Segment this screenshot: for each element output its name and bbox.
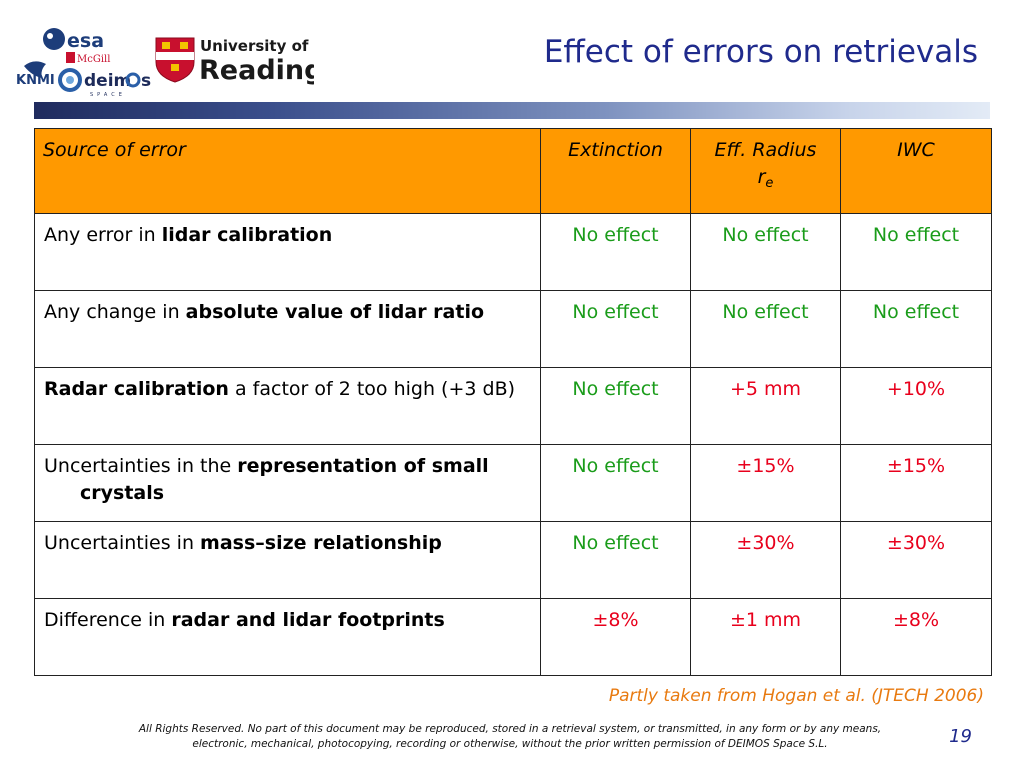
iwc-value: +10% bbox=[840, 367, 992, 445]
knmi-text: KNMI bbox=[16, 73, 55, 88]
extinction-value: No effect bbox=[540, 367, 691, 445]
table-row: Uncertainties in the representation of s… bbox=[34, 444, 992, 522]
extinction-value: No effect bbox=[540, 290, 691, 368]
iwc-value: ±30% bbox=[840, 521, 992, 599]
esa-text: esa bbox=[67, 30, 104, 52]
error-source-text: Uncertainties in the bbox=[44, 455, 238, 477]
extinction-value: No effect bbox=[540, 213, 691, 291]
iwc-value: ±8% bbox=[840, 598, 992, 676]
header-iwc: IWC bbox=[840, 128, 992, 214]
header-radius: Eff. Radius re bbox=[690, 128, 841, 214]
deimos-text: deim bbox=[84, 71, 131, 91]
header-radius-label: Eff. Radius bbox=[714, 139, 817, 161]
title-divider-bar bbox=[34, 102, 990, 119]
error-source-emphasis: lidar calibration bbox=[161, 224, 333, 246]
radius-value: ±1 mm bbox=[690, 598, 841, 676]
header-radius-symbol: r bbox=[757, 166, 766, 188]
esa-logo: esa bbox=[43, 28, 104, 52]
extinction-value: No effect bbox=[540, 521, 691, 599]
errors-table: Source of error Extinction Eff. Radius r… bbox=[34, 128, 992, 676]
mcgill-text: McGill bbox=[77, 54, 110, 65]
error-source-text: Any error in bbox=[44, 224, 162, 246]
page-number: 19 bbox=[949, 726, 972, 747]
header-source: Source of error bbox=[34, 128, 541, 214]
knmi-logo: KNMI bbox=[16, 61, 55, 88]
table-row: Any error in lidar calibration No effect N… bbox=[34, 213, 992, 291]
extinction-value: No effect bbox=[540, 444, 691, 522]
source-credit: Partly taken from Hogan et al. (JTECH 20… bbox=[608, 686, 984, 706]
deimos-sub-text: SPACE bbox=[90, 92, 126, 98]
error-source-cell: Radar calibration a factor of 2 too high… bbox=[34, 367, 541, 445]
iwc-value: ±15% bbox=[840, 444, 992, 522]
error-source-cell: Any error in lidar calibration bbox=[34, 213, 541, 291]
error-source-emphasis: representation of small crystals bbox=[80, 455, 489, 504]
error-source-emphasis: mass–size relationship bbox=[200, 532, 442, 554]
reading-line2: Reading bbox=[199, 55, 314, 86]
copyright-footer: All Rights Reserved. No part of this doc… bbox=[138, 723, 882, 750]
error-source-emphasis: Radar calibration bbox=[44, 378, 229, 400]
radius-value: ±30% bbox=[690, 521, 841, 599]
error-source-cell: Uncertainties in mass–size relationship bbox=[34, 521, 541, 599]
logos-graphic: esa McGill KNMI deim s SPACE Unive bbox=[16, 28, 323, 98]
slide-title: Effect of errors on retrievals bbox=[543, 34, 978, 70]
error-source-emphasis: radar and lidar footprints bbox=[171, 609, 445, 631]
error-source-text: Difference in bbox=[44, 609, 172, 631]
table-row: Any change in absolute value of lidar ra… bbox=[34, 290, 992, 368]
table-header-row: Source of error Extinction Eff. Radius r… bbox=[34, 128, 992, 214]
table-row: Radar calibration a factor of 2 too high… bbox=[34, 367, 992, 445]
error-source-text: Uncertainties in bbox=[44, 532, 201, 554]
header-radius-subscript: e bbox=[765, 176, 774, 191]
header-extinction: Extinction bbox=[540, 128, 691, 214]
extinction-value: ±8% bbox=[540, 598, 691, 676]
iwc-value: No effect bbox=[840, 213, 992, 291]
error-source-cell: Any change in absolute value of lidar ra… bbox=[34, 290, 541, 368]
deimos-logo: deim s SPACE bbox=[58, 68, 151, 98]
radius-value: ±15% bbox=[690, 444, 841, 522]
reading-line1: University of bbox=[200, 37, 309, 55]
partner-logos: esa McGill KNMI deim s SPACE Unive bbox=[14, 22, 323, 102]
mcgill-logo: McGill bbox=[66, 52, 110, 65]
deimos-text-tail: s bbox=[141, 71, 151, 91]
error-source-emphasis: absolute value of lidar ratio bbox=[185, 301, 485, 323]
table-row: Uncertainties in mass–size relationship N… bbox=[34, 521, 992, 599]
radius-value: +5 mm bbox=[690, 367, 841, 445]
error-source-text: Any change in bbox=[44, 301, 186, 323]
error-source-suffix: a factor of 2 too high (+3 dB) bbox=[228, 378, 516, 400]
iwc-value: No effect bbox=[840, 290, 992, 368]
table-row: Difference in radar and lidar footprints… bbox=[34, 598, 992, 676]
error-source-cell: Difference in radar and lidar footprints bbox=[34, 598, 541, 676]
reading-logo: University of Reading bbox=[155, 37, 323, 86]
error-source-cell: Uncertainties in the representation of s… bbox=[34, 444, 541, 522]
radius-value: No effect bbox=[690, 213, 841, 291]
radius-value: No effect bbox=[690, 290, 841, 368]
